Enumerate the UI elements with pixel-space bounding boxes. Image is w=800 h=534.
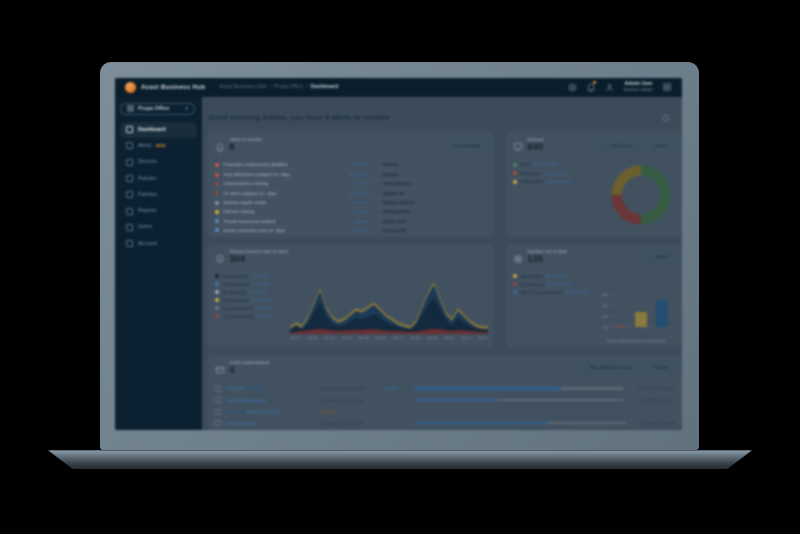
svg-text:100: 100 [603, 326, 609, 330]
svg-text:400: 400 [603, 293, 609, 297]
svg-text:200: 200 [603, 315, 609, 319]
svg-text:300: 300 [603, 304, 609, 308]
